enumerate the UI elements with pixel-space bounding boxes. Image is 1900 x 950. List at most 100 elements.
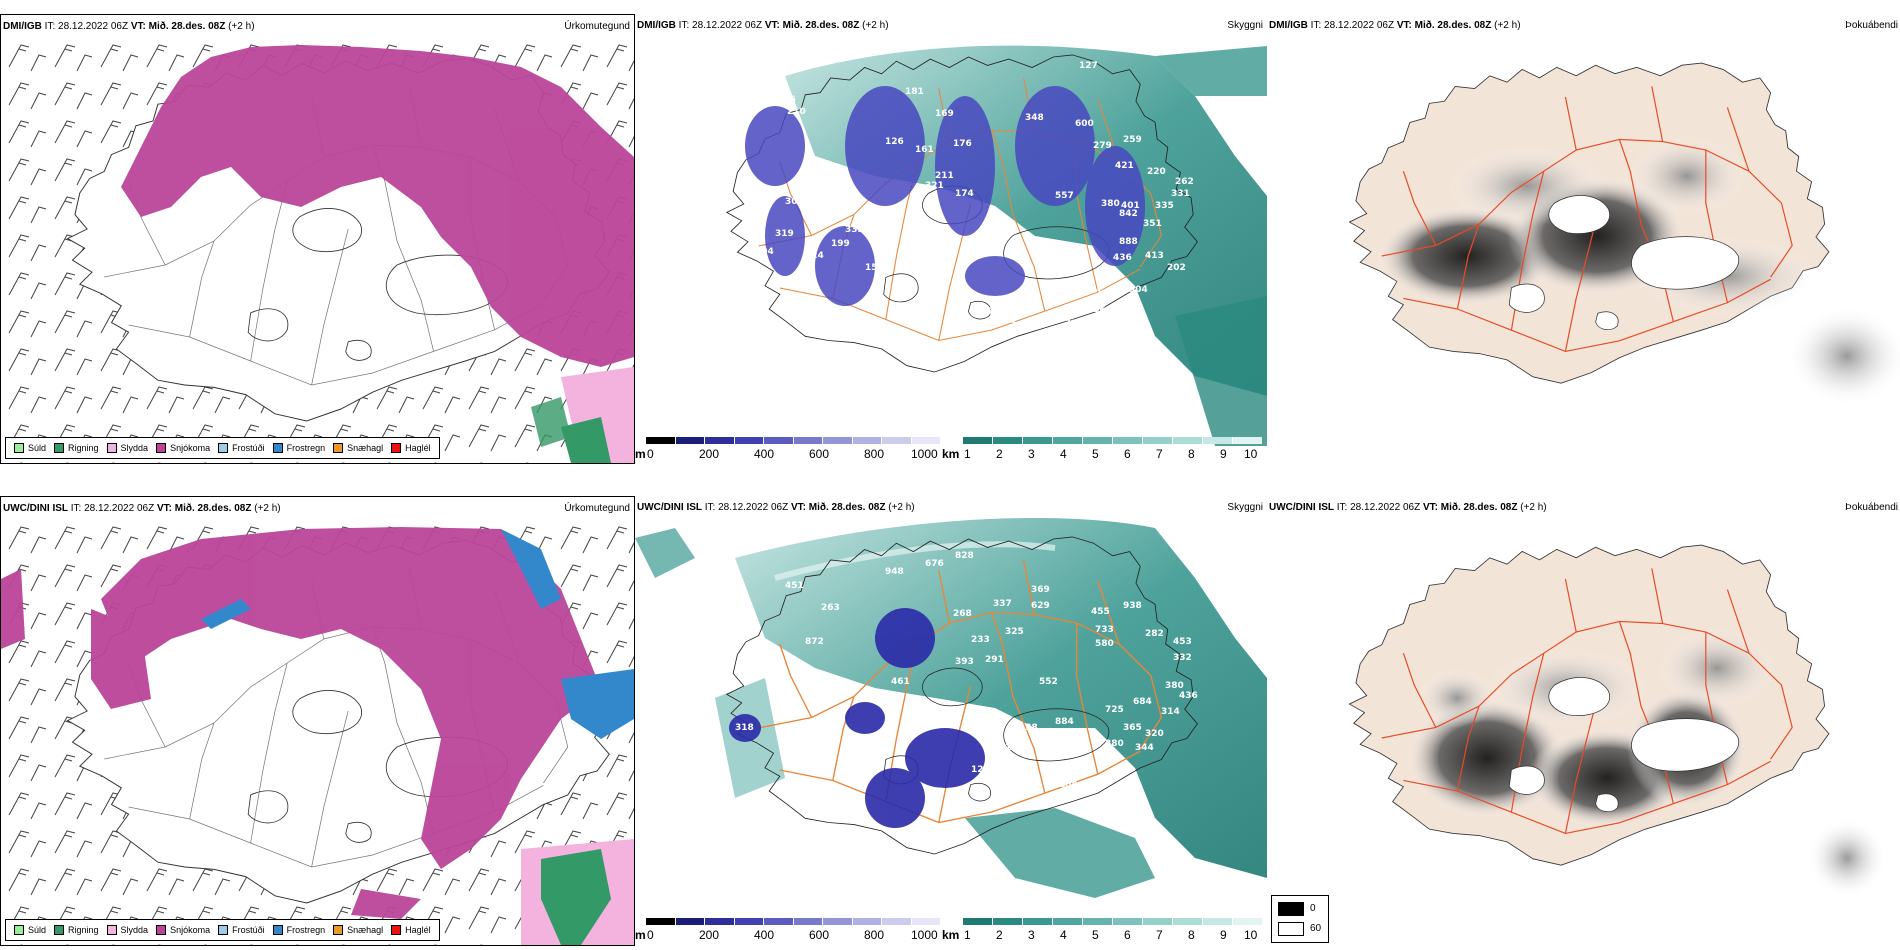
colorbar-segment — [674, 437, 704, 444]
legend-item-rain: Rigning — [54, 925, 99, 935]
vis-value: 884 — [1055, 717, 1074, 727]
colorbar-tick: 6 — [1124, 928, 1131, 942]
valid-time: VT: Mið. 28.des. 08Z — [130, 21, 226, 32]
colorbar-segment — [704, 437, 734, 444]
vis-value: 948 — [885, 567, 904, 577]
colorbar-tick: 10 — [1244, 928, 1258, 942]
fog-panel-top: DMI/IGB IT: 28.12.2022 06Z VT: Mið. 28.d… — [1267, 14, 1900, 464]
vis-value: 325 — [1005, 627, 1024, 637]
colorbar-segment — [1112, 918, 1142, 925]
vis-value: 380 — [1101, 199, 1120, 209]
vis-value: 413 — [1145, 251, 1164, 261]
vis-value: 268 — [953, 609, 972, 619]
colorbar-unit: km — [942, 447, 960, 461]
colorbar-segment — [1202, 437, 1232, 444]
vis-value: 684 — [1133, 697, 1152, 707]
colorbar-segment — [763, 437, 793, 444]
vis-value: 371 — [981, 307, 1000, 317]
vis-value: 279 — [1093, 141, 1112, 151]
colorbar-tick: 0 — [647, 928, 654, 942]
vis-value: 336 — [1087, 305, 1106, 315]
colorbar-segment — [1052, 437, 1082, 444]
vis-value: 104 — [755, 247, 774, 257]
vis-value: 733 — [1095, 625, 1114, 635]
vis-value: 488 — [1145, 371, 1164, 381]
vis-value: 129 — [925, 787, 944, 797]
fog-map — [1348, 544, 1887, 898]
legend-item-freezing-drizzle: Frostúði — [218, 443, 265, 453]
vis-value: 333 — [845, 225, 864, 235]
colorbar-segment — [881, 918, 911, 925]
vis-value: 580 — [1095, 639, 1114, 649]
init-time: IT: 28.12.2022 06Z — [44, 21, 129, 32]
colorbar-segments — [962, 437, 1262, 444]
vis-value: 337 — [993, 599, 1012, 609]
colorbar-segment — [792, 918, 822, 925]
precip-type-map — [1, 519, 634, 945]
vis-value: 161 — [915, 145, 934, 155]
colorbar-segment — [992, 918, 1022, 925]
vis-value: 600 — [1075, 119, 1094, 129]
precip-legend: Súld Rigning Slydda Snjókoma Frostúði Fr… — [5, 437, 440, 459]
legend-item-hail: Haglél — [391, 925, 431, 935]
vis-value: 96 — [1119, 823, 1132, 833]
vis-value: 872 — [805, 637, 824, 647]
panel-variable-label: Þokuábendi — [1845, 20, 1898, 31]
vis-value: 369 — [1031, 585, 1050, 595]
colorbar-segment — [733, 437, 763, 444]
fog-panel-bottom: UWC/DINI ISL IT: 28.12.2022 06Z VT: Mið.… — [1267, 496, 1900, 946]
colorbar-unit: m — [635, 447, 646, 461]
panel-variable-label: Þokuábendi — [1845, 502, 1898, 513]
vis-value: 319 — [775, 229, 794, 239]
colorbar-unit: m — [635, 928, 646, 942]
vis-value: 113 — [1005, 743, 1024, 753]
vis-value: 199 — [831, 239, 850, 249]
vis-value: 221 — [1095, 289, 1114, 299]
precip-type-panel-bottom: UWC/DINI ISL IT: 28.12.2022 06Z VT: Mið.… — [0, 496, 635, 946]
colorbar-segment — [1142, 918, 1172, 925]
vis-value: 220 — [1147, 167, 1166, 177]
vis-value: 224 — [805, 251, 824, 261]
visibility-panel-bottom: UWC/DINI ISL IT: 28.12.2022 06Z VT: Mið.… — [635, 496, 1267, 946]
colorbar-tick: 400 — [754, 928, 775, 942]
vis-value: 198 — [1109, 317, 1128, 327]
colorbar-tick: 4 — [1060, 447, 1067, 461]
vis-value: 453 — [1173, 637, 1192, 647]
panel-variable-label: Skyggni — [1227, 20, 1263, 31]
visibility-value-labels: 828 948 676 451 369 629 455 938 263 268 … — [735, 551, 1198, 833]
vis-value: 263 — [821, 603, 840, 613]
vis-value: 552 — [1039, 677, 1058, 687]
fog-swatch-low — [1278, 922, 1304, 936]
cloud-colorbar-m-bottom: m 0 200 400 600 800 1000 — [635, 918, 940, 944]
colorbar-tick: 2 — [996, 928, 1003, 942]
panel-title: UWC/DINI ISL IT: 28.12.2022 06Z VT: Mið.… — [3, 503, 281, 514]
visibility-value-labels: 316 210 181 169 348 600 279 259 127 220 … — [755, 61, 1194, 381]
vis-value: 203 — [801, 187, 820, 197]
colorbar-segment — [822, 437, 852, 444]
colorbar-segment — [704, 918, 734, 925]
vis-value: 320 — [1145, 729, 1164, 739]
colorbar-segment — [1232, 437, 1262, 444]
colorbar-tick: 200 — [699, 447, 720, 461]
panel-variable-label: Úrkomutegund — [564, 21, 630, 32]
legend-item-freezing-drizzle: Frostúði — [218, 925, 265, 935]
lead-time: (+2 h) — [228, 21, 255, 32]
vis-value: 938 — [1123, 601, 1142, 611]
colorbar-segment — [733, 918, 763, 925]
vis-value: 176 — [953, 139, 972, 149]
panel-title: UWC/DINI ISL IT: 28.12.2022 06Z VT: Mið.… — [1269, 502, 1547, 513]
legend-item-hail: Haglél — [391, 443, 431, 453]
colorbar-tick: 1000 — [911, 447, 938, 461]
panel-title: DMI/IGB IT: 28.12.2022 06Z VT: Mið. 28.d… — [637, 20, 889, 31]
legend-item-sleet: Slydda — [106, 443, 148, 453]
vis-value: 126 — [885, 137, 904, 147]
cloud-colorbar-km-top: km 1 2 3 4 5 6 7 8 9 10 — [942, 437, 1267, 463]
colorbar-segment — [822, 918, 852, 925]
colorbar-tick: 7 — [1156, 447, 1163, 461]
colorbar-tick: 6 — [1124, 447, 1131, 461]
colorbar-segment — [962, 437, 992, 444]
legend-item-rain: Rigning — [54, 443, 99, 453]
vis-value: 321 — [925, 181, 944, 191]
panel-variable-label: Úrkomutegund — [564, 503, 630, 514]
colorbar-tick: 400 — [754, 447, 775, 461]
